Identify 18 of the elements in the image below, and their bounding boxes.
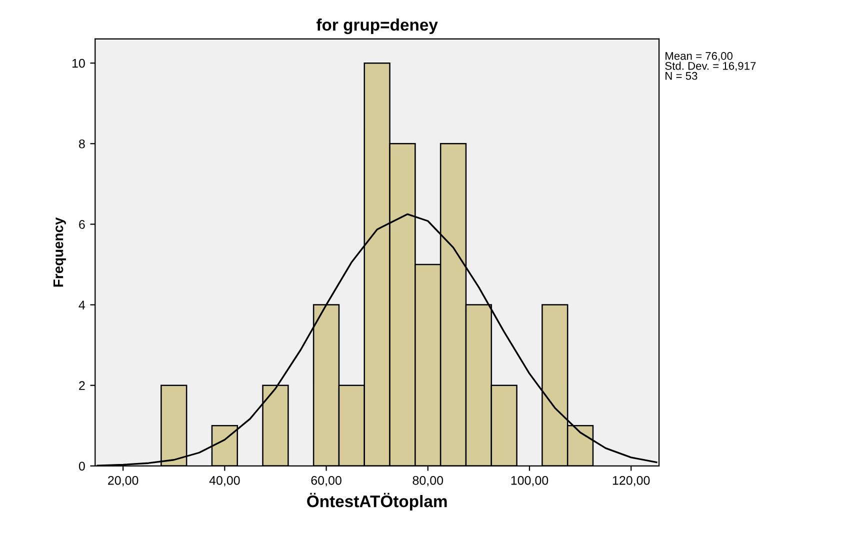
x-tick-label: 60,00 [311,476,342,486]
x-tick-label: 40,00 [209,476,240,486]
x-tick-label: 120,00 [612,476,650,486]
y-tick-label: 6 [79,220,85,229]
y-tick-label: 4 [78,300,86,310]
x-tick-label: 20,00 [108,476,138,486]
x-axis-title: ÖntestATÖtoplam [307,492,447,511]
y-tick-label: 2 [79,381,85,390]
y-tick-label: 10 [72,58,85,68]
x-tick-label: 80,00 [412,476,444,486]
text: N = 53 [666,72,698,80]
y-tick-label: 0 [78,462,85,471]
text: Std. Dev. = 16,917 [665,62,756,72]
text: Mean = 76,00 [666,52,732,62]
x-tick-label: 100,00 [511,476,548,486]
y-tick-label: 8 [78,139,85,148]
chart-title: for grup=deney [316,18,438,34]
y-axis-title: Frequency [54,217,66,287]
